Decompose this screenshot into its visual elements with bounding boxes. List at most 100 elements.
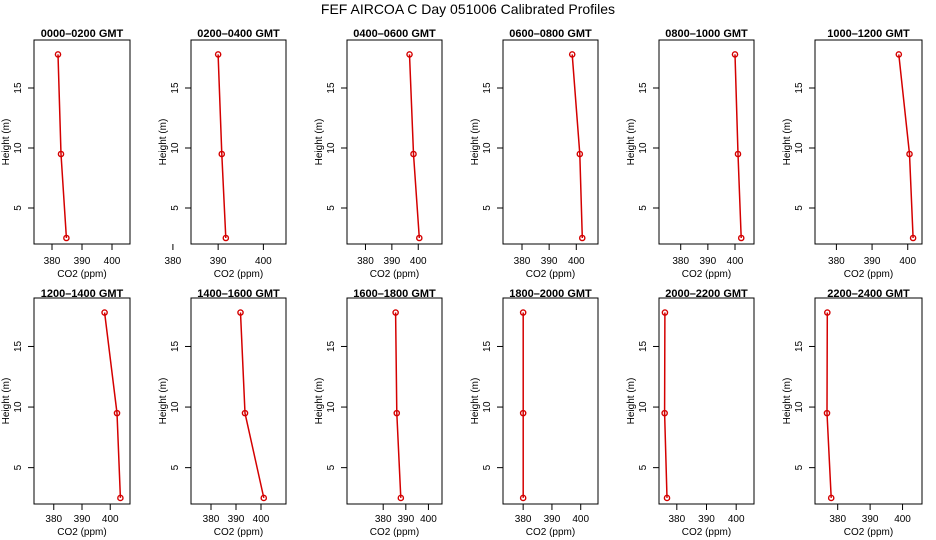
y-tick-label: 5 (170, 205, 181, 211)
y-tick-label: 15 (482, 82, 493, 94)
x-tick-label: 380 (44, 256, 61, 267)
data-point (568, 51, 576, 58)
profile-line (408, 54, 421, 239)
x-tick-label: 400 (104, 256, 121, 267)
profile-panel: 1200–1400 GMT 380 390 400 CO2 (ppm) 5 10 15 Heig… (1, 288, 131, 538)
panel-title: 1600–1800 GMT (353, 288, 436, 300)
plot-frame (502, 297, 599, 505)
profile-line (571, 54, 584, 239)
x-tick-label: 390 (74, 256, 91, 267)
data-point (519, 409, 527, 417)
x-tick-label: 390 (384, 256, 401, 267)
data-point (63, 234, 70, 242)
data-point (737, 234, 745, 242)
x-tick-label: 380 (672, 256, 689, 267)
profile-line (239, 312, 265, 499)
x-axis-label: CO2 (ppm) (57, 527, 106, 538)
x-tick-label: 400 (420, 514, 437, 525)
profile-panel: 1000–1200 GMT 380 390 400 CO2 (ppm) 5 10 15 Heig… (782, 28, 923, 280)
panel-title: 0200–0400 GMT (197, 28, 280, 40)
x-tick-label: 390 (698, 514, 715, 525)
profile-panel: 0800–1000 GMT 380 390 400 CO2 (ppm) 5 10 15 Heig… (626, 28, 755, 280)
x-tick-label: 380 (203, 514, 220, 525)
y-tick-label: 10 (638, 401, 649, 413)
data-point (824, 309, 831, 316)
data-point (909, 234, 917, 242)
x-tick-label: 390 (397, 514, 414, 525)
data-point (578, 234, 586, 242)
data-point (576, 150, 584, 158)
y-axis-label: Height (m) (158, 119, 169, 166)
panel-title: 0800–1000 GMT (665, 28, 748, 40)
x-axis-label: CO2 (ppm) (844, 269, 893, 280)
y-axis-label: Height (m) (158, 378, 169, 425)
plot-frame (502, 39, 599, 245)
y-tick-label: 5 (482, 464, 493, 470)
y-tick-label: 15 (638, 82, 649, 94)
x-axis-label: CO2 (ppm) (214, 527, 263, 538)
y-tick-label: 5 (794, 464, 805, 470)
x-tick-label: 400 (899, 256, 916, 267)
y-tick-label: 5 (13, 464, 24, 470)
y-tick-label: 15 (794, 340, 805, 352)
y-tick-label: 5 (326, 205, 337, 211)
panel-title: 0000–0200 GMT (41, 28, 124, 40)
data-point (397, 494, 405, 502)
plot-frame (190, 297, 287, 505)
y-tick-label: 10 (170, 142, 181, 154)
profile-panel: 0600–0800 GMT 380 390 400 CO2 (ppm) 5 10 15 Heig… (470, 28, 599, 280)
y-tick-label: 5 (482, 205, 493, 211)
data-point (54, 51, 62, 58)
plot-frame (658, 39, 755, 245)
y-tick-label: 5 (638, 464, 649, 470)
profile-panel: 2000–2200 GMT 380 390 400 CO2 (ppm) 5 10 15 Heig… (626, 288, 755, 538)
x-tick-label: 400 (728, 514, 745, 525)
x-axis-label: CO2 (ppm) (370, 527, 419, 538)
y-tick-label: 10 (638, 142, 649, 154)
x-tick-label: 380 (357, 256, 374, 267)
x-tick-label: 390 (210, 256, 227, 267)
y-tick-label: 15 (13, 340, 24, 352)
data-point (113, 409, 121, 417)
data-point (823, 409, 831, 417)
profile-panel: 0000–0200 GMT 380 390 400 CO2 (ppm) 5 10 15 Heig… (1, 28, 131, 280)
plot-frame (346, 39, 443, 245)
x-tick-label: 380 (514, 256, 531, 267)
x-tick-label: 400 (894, 514, 911, 525)
data-point (416, 234, 423, 242)
y-tick-label: 10 (13, 142, 24, 154)
data-point (222, 234, 230, 242)
y-axis-label: Height (m) (782, 378, 793, 425)
y-tick-label: 15 (326, 82, 337, 94)
x-tick-label: 380 (515, 514, 532, 525)
x-axis-label: CO2 (ppm) (214, 269, 263, 280)
x-axis-label: CO2 (ppm) (526, 269, 575, 280)
figure-title: FEF AIRCOA C Day 051006 Calibrated Profi… (321, 1, 615, 17)
plot-frame (814, 297, 923, 505)
plot-frame (814, 39, 923, 245)
plot-frame (190, 39, 287, 245)
panel-title: 1400–1600 GMT (197, 288, 280, 300)
y-tick-label: 10 (326, 142, 337, 154)
data-point (661, 409, 668, 417)
data-point (827, 494, 835, 502)
x-axis-label: CO2 (ppm) (682, 269, 731, 280)
y-tick-label: 10 (482, 401, 493, 413)
y-axis-label: Height (m) (314, 378, 325, 425)
y-tick-label: 15 (13, 82, 24, 94)
y-tick-label: 15 (326, 340, 337, 352)
plot-frame (658, 297, 755, 505)
profile-line (57, 54, 68, 239)
y-axis-label: Height (m) (626, 119, 637, 166)
y-tick-label: 10 (13, 401, 24, 413)
y-axis-label: Height (m) (314, 119, 325, 166)
profile-line (103, 312, 122, 498)
x-tick-label: 400 (727, 256, 744, 267)
x-tick-label: 390 (541, 256, 558, 267)
plot-frame (346, 297, 443, 505)
panel-title: 2200–2400 GMT (827, 288, 910, 300)
y-axis-label: Height (m) (470, 119, 481, 166)
